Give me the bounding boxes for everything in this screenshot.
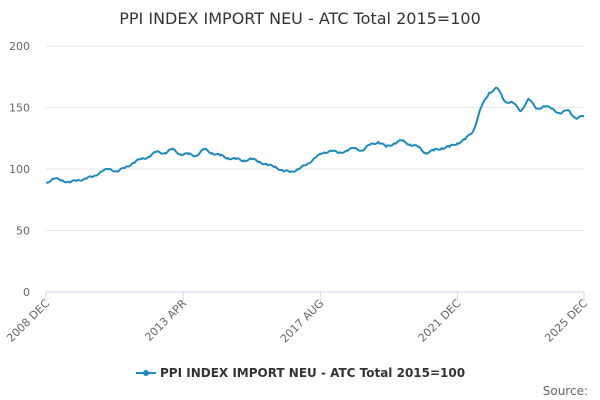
x-tick-label: 2008 DEC [4, 297, 52, 345]
series-line-group [45, 86, 585, 184]
y-axis-tick-labels: 0 50 100 150 200 [9, 40, 30, 299]
chart-title: PPI INDEX IMPORT NEU - ATC Total 2015=10… [119, 9, 481, 28]
x-tick-label: 2025 DEC [542, 297, 590, 345]
source-credit[interactable]: Source: [543, 384, 588, 398]
x-axis: 2008 DEC 2013 APR 2017 AUG 2021 DEC 2025 DEC [4, 291, 590, 346]
x-tick-label: 2013 APR [142, 297, 189, 344]
legend[interactable]: PPI INDEX IMPORT NEU - ATC Total 2015=10… [136, 366, 465, 380]
legend-dot-marker [143, 370, 149, 376]
grid-lines [46, 45, 584, 231]
x-tick-label: 2017 AUG [278, 297, 327, 346]
y-tick-label: 150 [9, 102, 30, 115]
y-tick-label: 50 [16, 225, 30, 238]
y-tick-label: 200 [9, 40, 30, 53]
x-tick-label: 2021 DEC [416, 297, 464, 345]
legend-label[interactable]: PPI INDEX IMPORT NEU - ATC Total 2015=10… [160, 366, 465, 380]
y-tick-label: 100 [9, 163, 30, 176]
series-line[interactable] [45, 86, 585, 184]
y-tick-label: 0 [23, 286, 30, 299]
